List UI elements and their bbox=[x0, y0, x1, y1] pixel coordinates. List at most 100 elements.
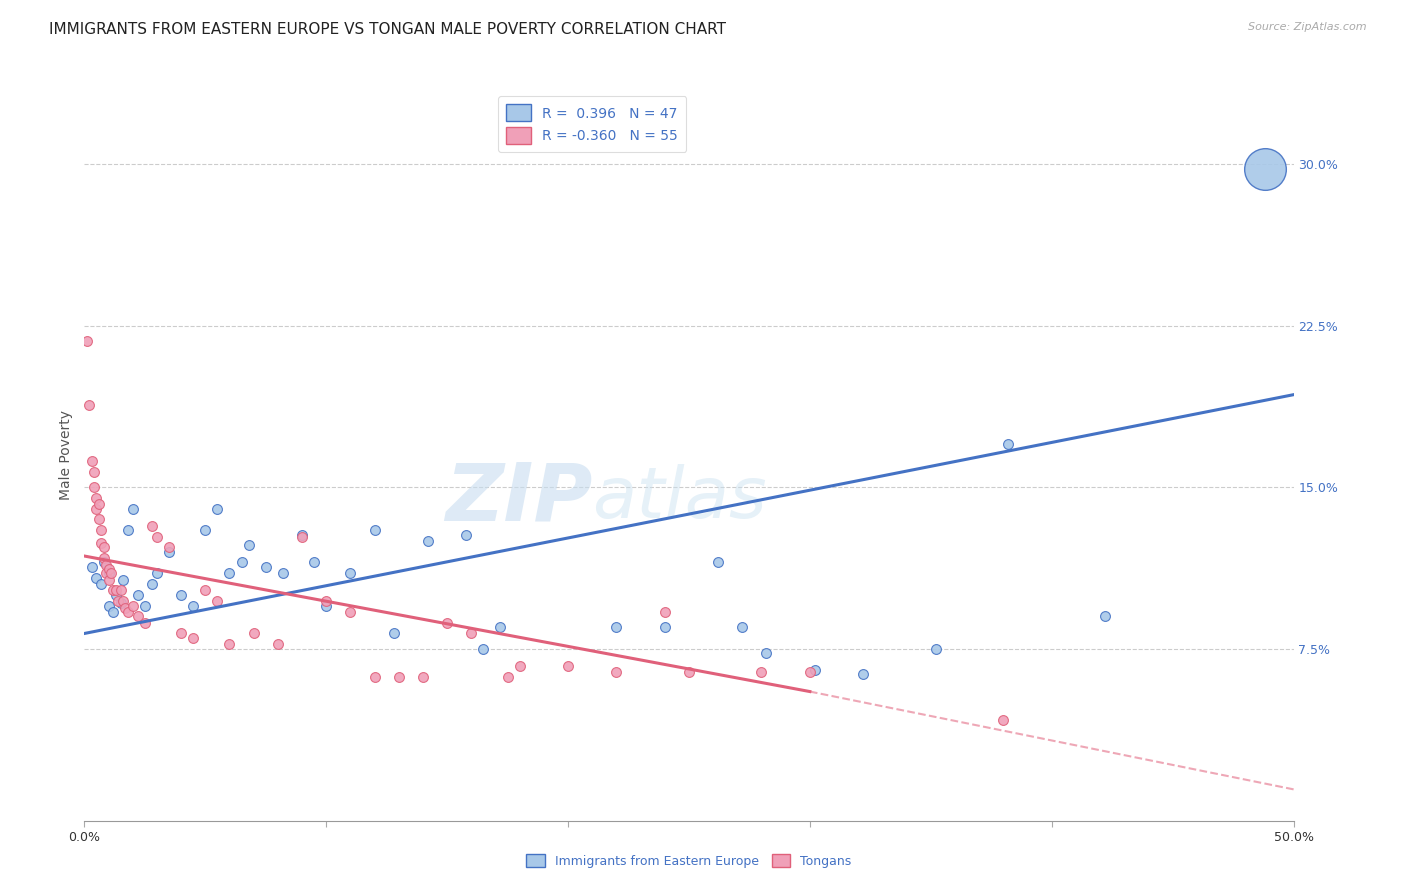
Point bbox=[509, 658, 531, 673]
Point bbox=[412, 669, 434, 683]
Point bbox=[103, 605, 125, 619]
Point bbox=[110, 596, 132, 610]
Point bbox=[267, 637, 290, 651]
Point bbox=[363, 523, 385, 537]
Point bbox=[117, 605, 139, 619]
Point bbox=[339, 605, 361, 619]
Point bbox=[97, 573, 120, 587]
Text: Source: ZipAtlas.com: Source: ZipAtlas.com bbox=[1249, 22, 1367, 32]
Point bbox=[90, 577, 112, 591]
Point bbox=[121, 599, 143, 613]
Point bbox=[112, 573, 135, 587]
Point bbox=[94, 566, 117, 581]
Text: atlas: atlas bbox=[592, 465, 766, 533]
Point bbox=[121, 501, 143, 516]
Point bbox=[707, 556, 730, 570]
Point bbox=[97, 562, 120, 576]
Point bbox=[803, 663, 825, 677]
Point bbox=[181, 631, 204, 645]
Point bbox=[181, 599, 204, 613]
Point bbox=[117, 523, 139, 537]
Point bbox=[291, 527, 314, 541]
Point bbox=[157, 545, 180, 559]
Point bbox=[605, 665, 627, 680]
Point bbox=[141, 519, 163, 533]
Point bbox=[1253, 161, 1275, 176]
Point bbox=[456, 527, 478, 541]
Point bbox=[93, 541, 115, 555]
Point bbox=[90, 536, 112, 550]
Point bbox=[104, 588, 127, 602]
Point bbox=[141, 577, 163, 591]
Point bbox=[997, 437, 1019, 451]
Point bbox=[993, 713, 1015, 727]
Point bbox=[207, 501, 229, 516]
Point bbox=[207, 594, 229, 608]
Point bbox=[254, 559, 277, 574]
Point bbox=[242, 626, 264, 640]
Point bbox=[218, 637, 240, 651]
Point bbox=[86, 501, 108, 516]
Point bbox=[86, 491, 108, 505]
Point bbox=[231, 556, 253, 570]
Point bbox=[238, 538, 260, 552]
Point bbox=[751, 665, 773, 680]
Legend: Immigrants from Eastern Europe, Tongans: Immigrants from Eastern Europe, Tongans bbox=[522, 849, 856, 873]
Point bbox=[755, 646, 778, 660]
Point bbox=[489, 620, 512, 634]
Point bbox=[80, 454, 103, 468]
Point bbox=[654, 620, 676, 634]
Point bbox=[80, 559, 103, 574]
Point bbox=[157, 541, 180, 555]
Point bbox=[315, 594, 337, 608]
Point bbox=[76, 334, 98, 348]
Point bbox=[112, 594, 135, 608]
Point bbox=[103, 583, 125, 598]
Point bbox=[436, 615, 458, 630]
Point bbox=[271, 566, 294, 581]
Point bbox=[127, 609, 149, 624]
Point bbox=[654, 605, 676, 619]
Point bbox=[83, 480, 105, 494]
Point bbox=[97, 599, 120, 613]
Point bbox=[799, 665, 821, 680]
Point bbox=[93, 556, 115, 570]
Point bbox=[302, 556, 325, 570]
Point bbox=[110, 583, 132, 598]
Point bbox=[382, 626, 405, 640]
Point bbox=[134, 615, 156, 630]
Point bbox=[94, 558, 117, 572]
Point bbox=[605, 620, 627, 634]
Point bbox=[496, 669, 519, 683]
Point bbox=[291, 530, 314, 544]
Text: IMMIGRANTS FROM EASTERN EUROPE VS TONGAN MALE POVERTY CORRELATION CHART: IMMIGRANTS FROM EASTERN EUROPE VS TONGAN… bbox=[49, 22, 727, 37]
Point bbox=[339, 566, 361, 581]
Point bbox=[170, 626, 193, 640]
Point bbox=[87, 512, 110, 526]
Point bbox=[146, 566, 169, 581]
Point bbox=[87, 497, 110, 511]
Point bbox=[731, 620, 754, 634]
Point bbox=[852, 667, 875, 681]
Point bbox=[93, 551, 115, 566]
Point bbox=[100, 566, 122, 581]
Point bbox=[218, 566, 240, 581]
Point bbox=[134, 599, 156, 613]
Point bbox=[472, 641, 495, 656]
Point bbox=[363, 669, 385, 683]
Point bbox=[924, 641, 946, 656]
Point bbox=[460, 626, 482, 640]
Point bbox=[104, 583, 127, 598]
Point bbox=[90, 523, 112, 537]
Point bbox=[114, 600, 136, 615]
Text: ZIP: ZIP bbox=[444, 459, 592, 538]
Point bbox=[194, 523, 217, 537]
Point bbox=[127, 588, 149, 602]
Point bbox=[83, 465, 105, 479]
Point bbox=[1094, 609, 1116, 624]
Point bbox=[388, 669, 411, 683]
Point bbox=[557, 658, 579, 673]
Point bbox=[678, 665, 700, 680]
Point bbox=[97, 566, 120, 581]
Point bbox=[146, 530, 169, 544]
